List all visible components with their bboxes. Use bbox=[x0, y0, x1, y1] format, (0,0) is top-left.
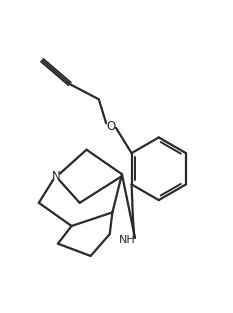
Text: O: O bbox=[106, 120, 116, 133]
Text: N: N bbox=[52, 171, 61, 183]
Text: NH: NH bbox=[119, 235, 136, 244]
